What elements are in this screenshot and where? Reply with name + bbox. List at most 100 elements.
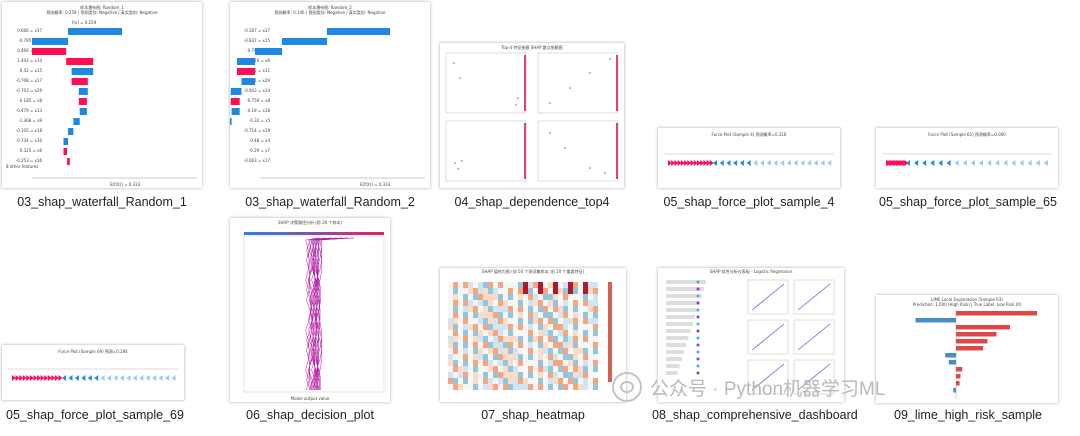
heatmap-cell <box>478 384 483 390</box>
lime-bar <box>956 325 1010 330</box>
heatmap-cell <box>583 354 588 360</box>
heatmap-cell <box>583 288 588 294</box>
waterfall-plot-thumbnail[interactable]: 样本瀑布图: Random_1 预测概率: 0.259 | 预测类别: Nega… <box>2 2 202 188</box>
heatmap-cell <box>458 342 463 348</box>
heatmap-cell <box>578 318 583 324</box>
heatmap-cell <box>478 378 483 384</box>
decision-path <box>316 237 325 391</box>
file-label: 06_shap_decision_plot <box>246 408 374 422</box>
heatmap-cell <box>548 288 553 294</box>
heatmap-cell <box>588 372 593 378</box>
heatmap-cell <box>573 306 578 312</box>
heatmap-cell <box>528 324 533 330</box>
decision-path <box>305 237 319 391</box>
heatmap-cell <box>503 348 508 354</box>
dependence-plot-thumbnail[interactable]: Top-4 特征依赖 SHAP 散点依赖图 <box>440 43 624 188</box>
heatmap-cell <box>563 282 568 288</box>
heatmap-cell <box>498 312 503 318</box>
heatmap-cell <box>578 384 583 390</box>
trend-line <box>797 323 831 351</box>
heatmap-cell <box>468 354 473 360</box>
chart-title: 样本瀑布图: Random_2 <box>308 4 352 10</box>
heatmap-cell <box>448 306 453 312</box>
heatmap-cell <box>588 300 593 306</box>
heatmap-cell <box>508 300 513 306</box>
heatmap-cell <box>468 312 473 318</box>
file-label: 05_shap_force_plot_sample_4 <box>663 195 835 209</box>
heatmap-cell <box>553 312 558 318</box>
heatmap-cell <box>583 312 588 318</box>
heatmap-cell <box>563 366 568 372</box>
heatmap-cell <box>523 318 528 324</box>
lime-plot-thumbnail[interactable]: LIME Local Explanation (Sample 63) Predi… <box>876 295 1058 403</box>
waterfall-bar <box>282 38 327 45</box>
chart-subtitle: 预测概率: 0.259 | 预测类别: Negative | 真实类别: Neg… <box>47 9 159 15</box>
heatmap-cell <box>463 378 468 384</box>
heatmap-cell <box>558 318 563 324</box>
heatmap-thumbnail[interactable]: SHAP 值热力图 (前 50 个测试集样本, 前 20 个重要特征) <box>440 268 626 402</box>
waterfall-bar <box>71 68 94 75</box>
feature-label: -0.251 = x29 <box>244 78 271 83</box>
force-plot-thumbnail[interactable]: Force Plot (Sample 69) 预测=0.284 <box>2 345 184 400</box>
heatmap-cell <box>498 294 503 300</box>
heatmap-cell <box>498 348 503 354</box>
heatmap-cell <box>453 324 458 330</box>
heatmap-cell <box>493 342 498 348</box>
heatmap-cell <box>468 360 473 366</box>
heatmap-cell <box>503 360 508 366</box>
heatmap-cell <box>528 372 533 378</box>
force-plot-thumbnail[interactable]: Force Plot (Sample 4) 预测概率=0.316 <box>658 128 840 188</box>
heatmap-cell <box>453 348 458 354</box>
heatmap-cell <box>543 312 548 318</box>
waterfall-plot-thumbnail[interactable]: 样本瀑布图: Random_2 预测概率: 0.146 | 预测类别: Nega… <box>230 2 430 188</box>
heatmap-cell <box>508 312 513 318</box>
heatmap-cell <box>583 336 588 342</box>
beeswarm-point <box>696 357 700 361</box>
heatmap-cell <box>578 378 583 384</box>
heatmap-cell <box>553 354 558 360</box>
heatmap-cell <box>533 348 538 354</box>
heatmap-cell <box>553 366 558 372</box>
heatmap-cell <box>473 306 478 312</box>
importance-bar <box>666 322 693 326</box>
heatmap-cell <box>533 282 538 288</box>
lime-chart: LIME Local Explanation (Sample 63) Predi… <box>913 297 1037 399</box>
decision-plot-thumbnail[interactable]: SHAP 决策路径分析 (前 20 个样本) Model output valu… <box>230 218 390 402</box>
heatmap-cell <box>553 360 558 366</box>
chart-title: Force Plot (Sample 69) 预测=0.284 <box>58 348 128 354</box>
heatmap-cell <box>463 354 468 360</box>
importance-bar <box>666 287 704 291</box>
heatmap-cell <box>588 354 593 360</box>
lime-bar <box>956 374 961 379</box>
heatmap-cell <box>478 330 483 336</box>
heatmap-cell <box>523 288 528 294</box>
heatmap-cell <box>568 300 573 306</box>
file-label: 04_shap_dependence_top4 <box>454 195 610 209</box>
heatmap-cell <box>488 282 493 288</box>
heatmap-cell <box>518 294 523 300</box>
heatmap-cell <box>558 360 563 366</box>
feature-label: -0.42 = x15 <box>18 68 42 73</box>
heatmap-cell <box>548 336 553 342</box>
heatmap-cell <box>483 294 488 300</box>
heatmap-cell <box>453 354 458 360</box>
file-label: 07_shap_heatmap <box>481 408 585 422</box>
heatmap-cell <box>558 342 563 348</box>
heatmap-cell <box>508 330 513 336</box>
heatmap-cell <box>553 378 558 384</box>
heatmap-cell <box>468 300 473 306</box>
heatmap-cell <box>548 330 553 336</box>
heatmap-cell <box>483 312 488 318</box>
heatmap-cell <box>593 324 598 330</box>
force-plot-thumbnail[interactable]: Force Plot (Sample 65) 预测概率=0.000 <box>876 128 1058 188</box>
heatmap-cell <box>553 384 558 390</box>
heatmap-cell <box>498 306 503 312</box>
heatmap-cell <box>558 378 563 384</box>
heatmap-cell <box>478 372 483 378</box>
heatmap-cell <box>478 360 483 366</box>
dashboard-thumbnail[interactable]: SHAP 综合分析仪表板 - Logistic Regression <box>658 268 844 402</box>
heatmap-cell <box>568 306 573 312</box>
trend-line <box>751 363 785 391</box>
heatmap-cell <box>518 312 523 318</box>
file-label: 08_shap_comprehensive_dashboard <box>652 408 858 422</box>
